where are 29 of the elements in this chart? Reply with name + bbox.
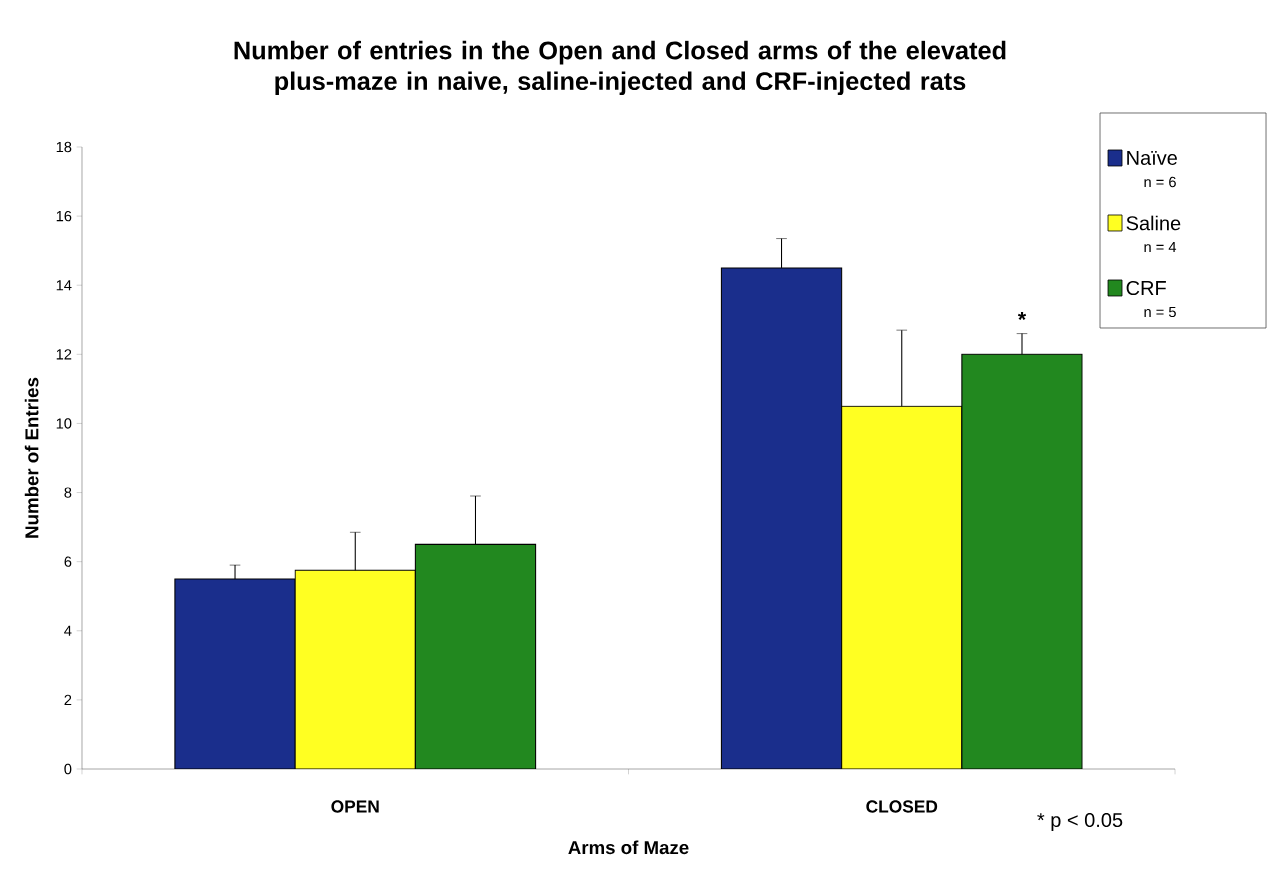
y-tick-label: 18 [56, 141, 72, 153]
y-tick-label: 4 [64, 625, 72, 636]
y-axis-title: Number of Entries [24, 377, 39, 538]
legend-label: Naïve [1127, 151, 1177, 165]
bar [961, 353, 1083, 769]
legend-label: Saline [1126, 215, 1181, 231]
y-tick-label: 16 [56, 210, 72, 222]
y-tick-label: 12 [56, 349, 72, 360]
annotation: n = 4 [1144, 241, 1177, 253]
x-tick-label: OPEN [331, 800, 379, 813]
y-tick-label: 10 [56, 418, 72, 429]
bar [414, 543, 537, 769]
bar [174, 578, 296, 769]
bar [720, 267, 843, 769]
annotation: * [1017, 311, 1027, 320]
y-tick-label: 2 [64, 694, 72, 706]
x-tick-label: CLOSED [866, 800, 938, 813]
bar [294, 569, 416, 769]
y-tick-label: 0 [64, 763, 72, 775]
bar [841, 405, 963, 769]
y-tick-label: 8 [64, 487, 72, 498]
y-tick-label: 6 [64, 556, 72, 567]
y-tick-label: 14 [56, 280, 72, 291]
legend-label: CRF [1126, 280, 1166, 296]
x-axis-title: Arms of Maze [568, 840, 689, 855]
chart-title: Number of entries in the Open and Closed arms of the elevated plus-maze in naive, saline-injected and CRF-injected rats [234, 40, 1006, 96]
annotation: n = 5 [1144, 306, 1176, 318]
text: * p < 0.05 [1037, 812, 1123, 832]
annotation: n = 6 [1144, 176, 1176, 188]
